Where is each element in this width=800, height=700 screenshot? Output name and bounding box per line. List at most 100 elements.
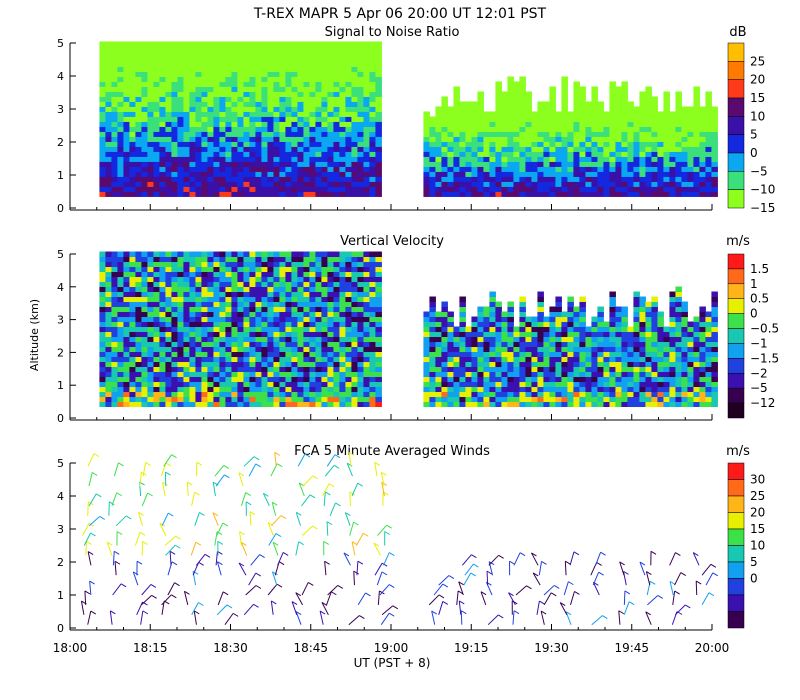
field-cell [429, 386, 436, 393]
field-cell [117, 186, 124, 192]
field-cell [579, 396, 586, 403]
field-cell [687, 156, 694, 162]
colorbar-swatch [727, 373, 745, 389]
field-cell [645, 151, 652, 157]
field-cell [579, 296, 586, 303]
field-cell [327, 111, 334, 117]
field-cell [195, 121, 202, 127]
field-cell [489, 166, 496, 172]
field-cell [345, 301, 352, 308]
field-cell [267, 116, 274, 122]
field-cell [267, 396, 274, 403]
field-cell [303, 356, 310, 363]
field-cell [489, 111, 496, 117]
field-cell [147, 271, 154, 278]
field-cell [375, 161, 382, 167]
field-cell [351, 361, 358, 368]
field-cell [585, 331, 592, 338]
field-cell [573, 316, 580, 323]
field-cell [543, 371, 550, 378]
field-cell [441, 116, 448, 122]
field-cell [201, 261, 208, 268]
field-cell [537, 181, 544, 187]
field-cell [447, 126, 454, 132]
figure-title: T-REX MAPR 5 Apr 06 20:00 UT 12:01 PST [253, 6, 547, 22]
field-cell [105, 181, 112, 187]
field-cell [627, 101, 634, 107]
field-cell [291, 86, 298, 92]
field-cell [591, 161, 598, 167]
field-cell [351, 66, 358, 72]
field-cell [207, 146, 214, 152]
field-cell [105, 396, 112, 403]
field-cell [303, 71, 310, 77]
field-cell [375, 356, 382, 363]
field-cell [303, 126, 310, 132]
field-cell [213, 111, 220, 117]
field-cell [441, 381, 448, 388]
field-cell [363, 326, 370, 333]
field-cell [285, 306, 292, 313]
field-cell [633, 181, 640, 187]
field-cell [663, 366, 670, 373]
field-cell [507, 126, 514, 132]
field-cell [555, 111, 562, 117]
field-cell [645, 111, 652, 117]
field-cell [213, 356, 220, 363]
field-cell [645, 161, 652, 167]
field-cell [513, 381, 520, 388]
field-cell [99, 166, 106, 172]
field-cell [447, 361, 454, 368]
field-cell [495, 81, 502, 87]
field-cell [117, 336, 124, 343]
field-cell [561, 106, 568, 112]
field-cell [567, 396, 574, 403]
field-cell [495, 116, 502, 122]
field-cell [297, 76, 304, 82]
field-cell [453, 136, 460, 142]
field-cell [135, 401, 142, 408]
field-cell [495, 376, 502, 383]
field-cell [321, 186, 328, 192]
field-cell [129, 46, 136, 52]
field-cell [111, 186, 118, 192]
field-cell [675, 401, 682, 408]
field-cell [549, 331, 556, 338]
field-cell [195, 366, 202, 373]
field-cell [201, 56, 208, 62]
field-cell [339, 131, 346, 137]
field-cell [213, 176, 220, 182]
field-cell [195, 321, 202, 328]
field-cell [705, 96, 712, 102]
field-cell [501, 146, 508, 152]
field-cell [237, 386, 244, 393]
field-cell [273, 161, 280, 167]
field-cell [549, 126, 556, 132]
field-cell [327, 116, 334, 122]
field-cell [207, 186, 214, 192]
field-cell [159, 101, 166, 107]
field-cell [333, 106, 340, 112]
field-cell [687, 376, 694, 383]
field-cell [279, 386, 286, 393]
field-cell [495, 111, 502, 117]
field-cell [537, 121, 544, 127]
field-cell [177, 131, 184, 137]
field-cell [609, 336, 616, 343]
field-cell [321, 166, 328, 172]
field-cell [285, 71, 292, 77]
field-cell [183, 91, 190, 97]
field-cell [267, 316, 274, 323]
field-cell [99, 321, 106, 328]
field-cell [201, 186, 208, 192]
field-cell [249, 41, 256, 47]
field-cell [237, 256, 244, 263]
field-cell [489, 146, 496, 152]
field-cell [375, 351, 382, 358]
field-cell [579, 111, 586, 117]
field-cell [351, 336, 358, 343]
field-cell [483, 401, 490, 408]
field-cell [111, 251, 118, 258]
field-cell [363, 61, 370, 67]
field-cell [669, 306, 676, 313]
